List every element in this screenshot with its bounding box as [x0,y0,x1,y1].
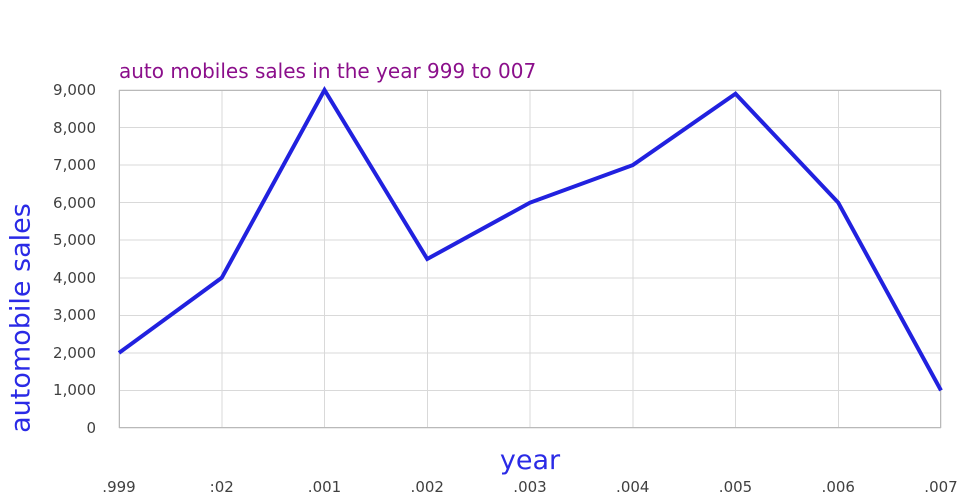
y-tick-label: 2,000 [53,343,96,362]
x-tick-label: .001 [307,478,342,496]
y-tick-label: 7,000 [53,156,96,175]
x-tick-label: .006 [821,478,855,496]
y-tick-label: 8,000 [53,118,96,137]
plot-area [117,86,943,429]
y-tick-label: 5,000 [53,231,96,250]
chart-title: auto mobiles sales in the year 999 to 00… [119,59,537,83]
y-tick-label: 6,000 [53,193,96,212]
x-tick-label: .007 [924,478,958,496]
series-line [117,86,943,392]
y-tick-label: 9,000 [53,81,96,99]
x-tick-label: .003 [513,478,547,496]
x-axis-title: year [499,445,561,476]
x-tick-label: .002 [410,478,444,496]
y-tick-label: 3,000 [53,306,96,325]
plot-border [119,90,941,428]
gridlines [118,89,942,429]
x-tick-label: :02 [209,478,234,496]
x-tick-label: .005 [718,478,753,496]
y-tick-label: 1,000 [53,381,96,400]
x-tick-label: .004 [616,478,650,496]
y-tick-label: 0 [86,419,96,437]
x-tick-label: .999 [102,478,136,496]
y-tick-label: 4,000 [53,268,96,287]
